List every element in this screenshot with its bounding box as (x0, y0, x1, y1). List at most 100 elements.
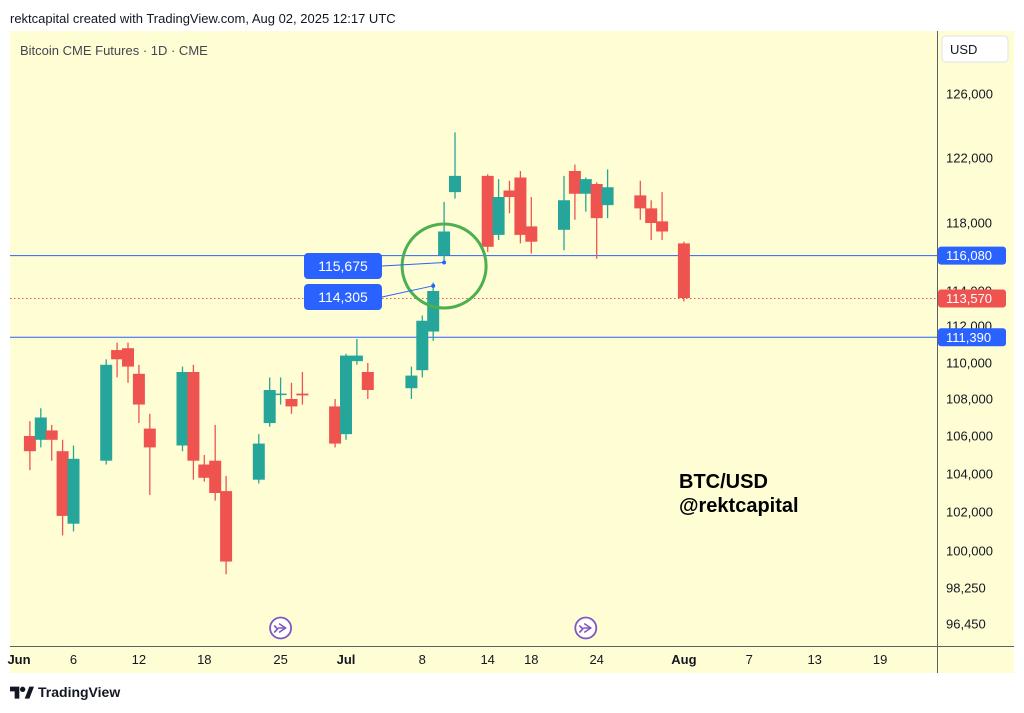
candle-body (176, 372, 189, 446)
callout-dot (431, 283, 436, 288)
x-tick-label: 18 (524, 652, 538, 667)
candle-body (634, 195, 647, 209)
candle-body (122, 348, 134, 367)
callout-box (304, 253, 382, 279)
tradingview-brand[interactable]: TradingView (10, 684, 120, 700)
x-tick-label: 8 (419, 652, 426, 667)
candle-body (350, 355, 363, 362)
candle-body (285, 399, 298, 407)
y-tick-label: 110,000 (946, 356, 992, 371)
chart-area[interactable] (10, 31, 1014, 673)
candle-body (187, 372, 200, 461)
candle-body (56, 451, 69, 516)
x-tick-label: 24 (589, 652, 603, 667)
pair-label: BTC/USD (679, 471, 768, 493)
x-tick-label: 12 (132, 652, 146, 667)
y-tick-label: 96,450 (946, 617, 986, 632)
candle-body (492, 197, 505, 235)
candle-body (416, 320, 429, 371)
candle-body (67, 458, 80, 524)
candle-body (656, 221, 669, 232)
candle-body (132, 373, 145, 405)
candle-body (296, 393, 309, 396)
x-tick-label: 18 (197, 652, 211, 667)
author-handle: @rektcapital (679, 495, 799, 517)
y-tick-label: 126,000 (946, 87, 993, 102)
candle-body (481, 175, 494, 247)
x-tick-label: 25 (273, 652, 287, 667)
candle-body (677, 243, 690, 298)
event-marker-icon[interactable] (269, 616, 293, 640)
currency-button[interactable]: USD (941, 35, 1009, 63)
y-tick-label: 98,250 (946, 581, 986, 596)
candle-body (34, 417, 47, 440)
y-tick-label: 100,000 (946, 544, 993, 559)
callout-label: 114,305 (318, 289, 368, 305)
candle-body (361, 372, 374, 390)
footer-bar (0, 673, 1024, 713)
x-tick-label: 14 (480, 652, 494, 667)
event-marker-chevron (273, 625, 279, 633)
candle-body (525, 226, 538, 242)
candle-body (438, 231, 451, 256)
candle-body (503, 190, 516, 197)
candle-body (449, 175, 461, 193)
candle-body (579, 179, 592, 194)
candle-body (329, 406, 342, 444)
highlight-circle (400, 222, 488, 310)
candle-body (645, 208, 658, 223)
candle-body (590, 184, 603, 219)
callout-pointer (381, 262, 445, 267)
candle-body (558, 200, 570, 230)
y-tick-label: 122,000 (946, 151, 993, 166)
candle-body (143, 428, 156, 448)
x-tick-label: Jun (7, 652, 30, 667)
price-tag (938, 246, 1006, 265)
candle-body (111, 350, 124, 360)
x-tick-label: 13 (807, 652, 821, 667)
candle-body (340, 355, 352, 435)
candle-body (45, 430, 58, 440)
event-marker-chevron (579, 625, 584, 633)
y-tick-label: 102,000 (946, 505, 993, 520)
y-tick-label: 108,000 (946, 392, 993, 407)
callout-dot (442, 260, 447, 265)
tradingview-logo-icon (10, 686, 34, 699)
candle-body (220, 491, 233, 562)
candle-body (252, 443, 265, 480)
chart-attribution: rektcapital created with TradingView.com… (10, 11, 396, 26)
candle-body (405, 375, 418, 389)
x-tick-label: Aug (671, 652, 696, 667)
currency-button-bg (941, 35, 1009, 63)
candle-body (514, 177, 527, 235)
y-tick-label: 106,000 (946, 429, 993, 444)
price-tag-label: 113,570 (946, 291, 992, 306)
callout-pointer (381, 285, 434, 298)
candle-body (274, 393, 287, 396)
currency-button-label: USD (950, 42, 977, 57)
x-tick-label: 7 (746, 652, 753, 667)
x-tick-label: 19 (873, 652, 887, 667)
y-tick-label: 118,000 (946, 216, 992, 231)
symbol-info[interactable]: Bitcoin CME Futures · 1D · CME (20, 43, 208, 58)
price-tag (938, 328, 1006, 347)
candle-body (568, 171, 581, 194)
candle-body (263, 390, 276, 424)
candle-body (198, 464, 211, 478)
callout-label: 115,675 (318, 258, 368, 274)
x-tick-label: 6 (70, 652, 77, 667)
tradingview-brand-label: TradingView (38, 684, 121, 700)
candle-body (427, 291, 440, 332)
candle-body (209, 460, 222, 493)
event-marker-icon[interactable] (574, 616, 598, 640)
price-tag-label: 111,390 (946, 330, 991, 345)
price-tag (938, 289, 1006, 308)
x-tick-label: Jul (337, 652, 356, 667)
candle-body (601, 187, 614, 206)
y-tick-label: 104,000 (946, 467, 993, 482)
price-tag-label: 116,080 (946, 248, 992, 263)
candle-body (23, 436, 36, 452)
callout-box (304, 284, 382, 310)
chart-watermark-text: BTC/USD @rektcapital (679, 470, 799, 518)
